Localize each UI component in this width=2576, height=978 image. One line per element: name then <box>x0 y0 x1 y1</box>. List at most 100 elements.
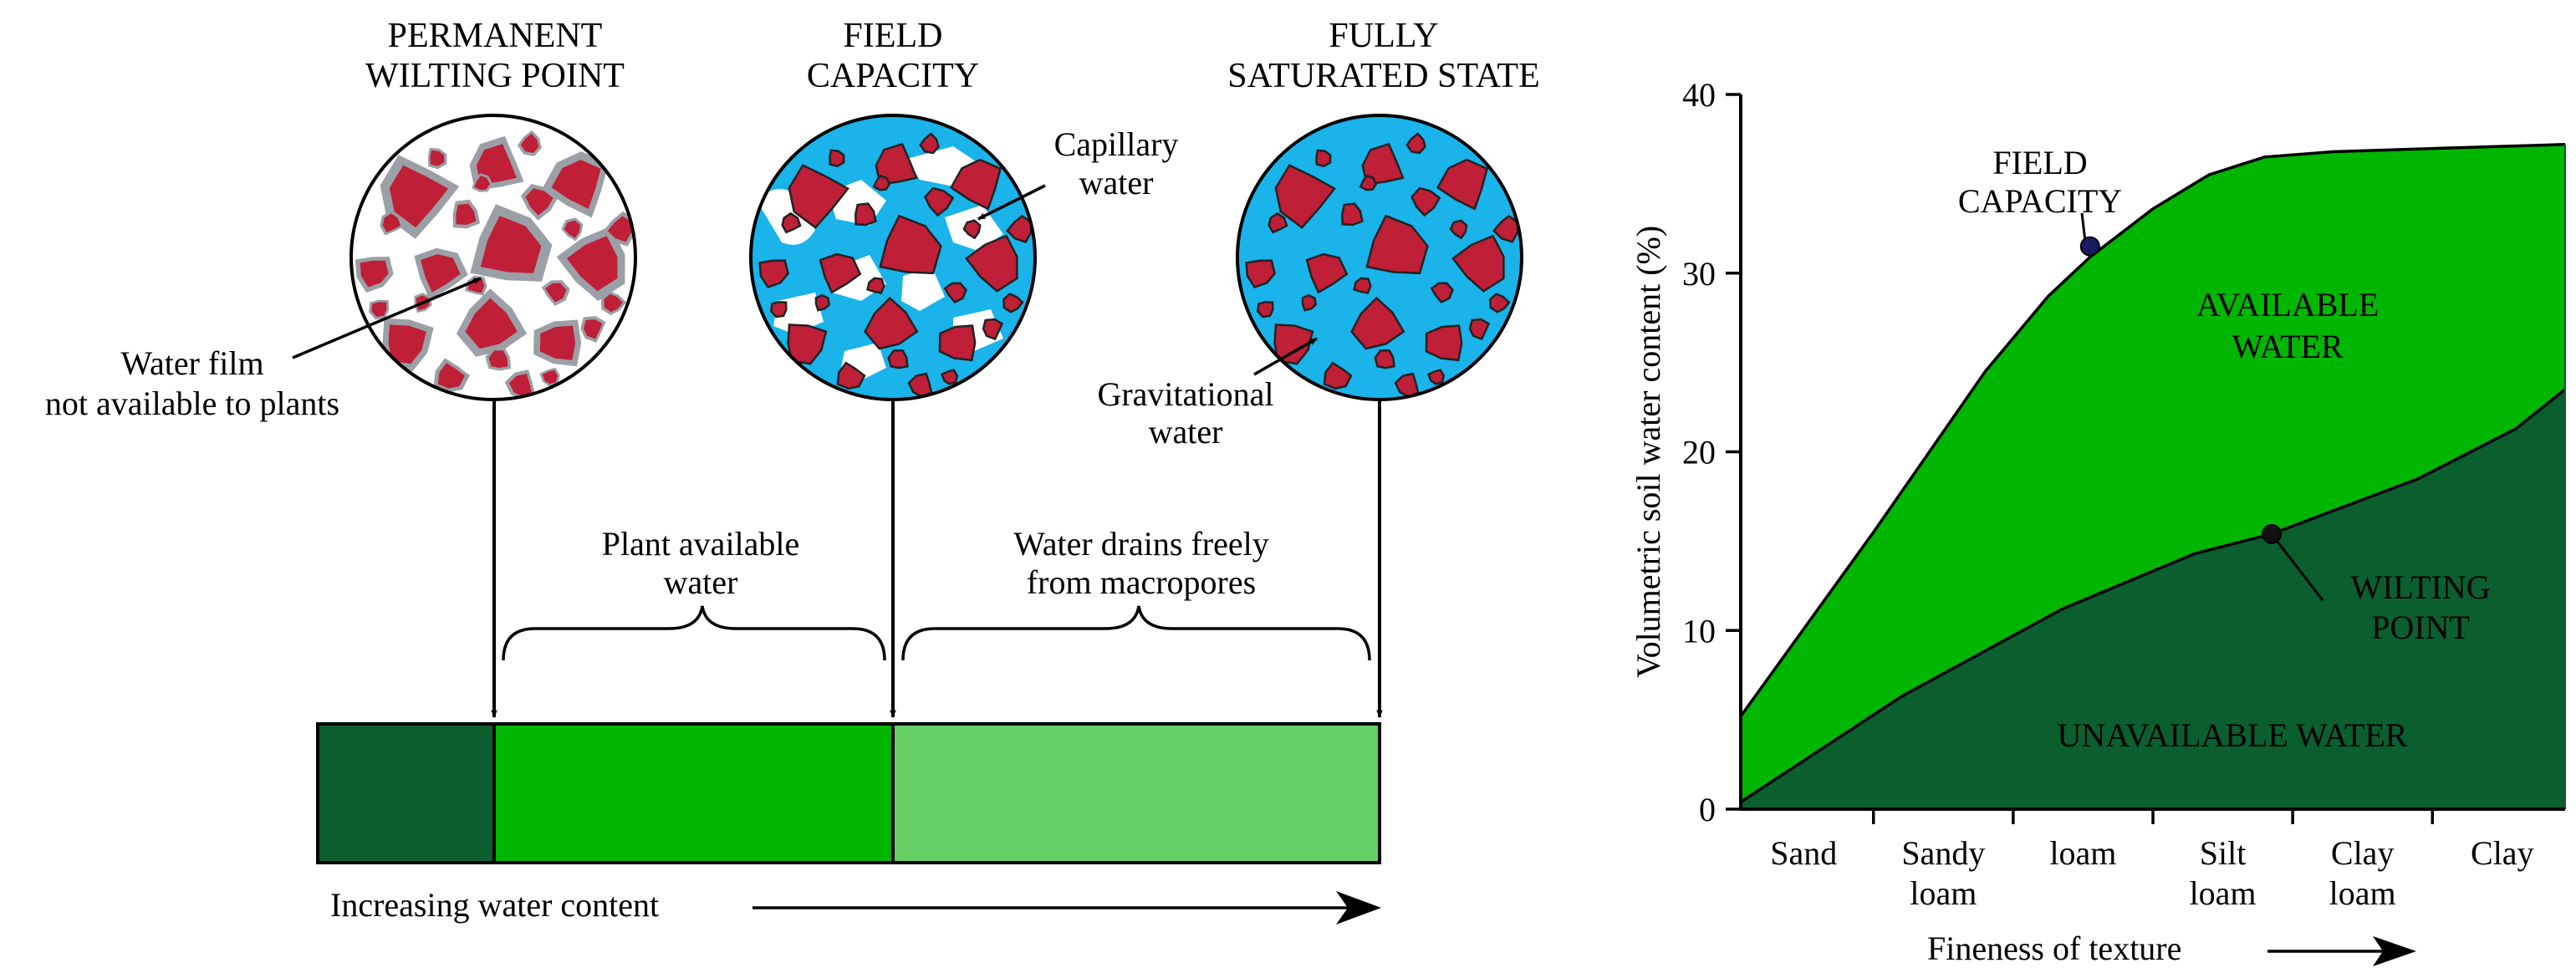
soil-particle <box>525 188 553 216</box>
x-tick-label: Silt <box>2200 834 2247 872</box>
soil-particle <box>829 149 845 168</box>
soil-particle <box>1468 318 1491 341</box>
soil-particle <box>480 216 542 273</box>
x-tick-label: Clay <box>2331 834 2395 872</box>
soil-particle <box>1489 293 1511 313</box>
x-tick-label: Sand <box>1770 834 1837 872</box>
soil-particle <box>1353 277 1372 294</box>
soil-particle <box>1268 211 1288 234</box>
x-axis-label: Fineness of texture <box>1927 930 2181 967</box>
saturated-title-line1: FULLY <box>1329 17 1438 55</box>
soil-particle <box>545 283 567 303</box>
soil-particle <box>1273 323 1314 365</box>
soil-particle <box>1405 132 1426 155</box>
field-capacity-soil-circle <box>749 114 1037 401</box>
soil-particle <box>539 325 576 360</box>
wilting-point-label: WILTING <box>2350 568 2490 606</box>
soil-particle <box>879 214 942 275</box>
unavailable-water-label: UNAVAILABLE WATER <box>2058 716 2408 754</box>
available-water-label: AVAILABLE <box>2196 286 2380 323</box>
saturated-title-line2: SATURATED STATE <box>1227 57 1540 95</box>
soil-particle <box>389 165 449 228</box>
soil-particle <box>456 203 477 225</box>
soil-particle <box>382 213 401 232</box>
plant-available-label-line2: water <box>664 563 738 601</box>
soil-particle <box>924 186 955 217</box>
y-tick-label: 40 <box>1682 76 1716 114</box>
wilting-title-line1: PERMANENT <box>388 17 603 55</box>
soil-particle <box>1256 301 1274 318</box>
soil-particle <box>919 132 940 155</box>
x-axis-arrowhead <box>2373 936 2416 966</box>
soil-particle <box>1427 369 1446 385</box>
field-capacity-title-line1: FIELD <box>844 17 943 55</box>
field-capacity-leader <box>2080 212 2087 240</box>
soil-particle <box>787 323 828 365</box>
field-capacity-curve <box>1739 143 2566 717</box>
soil-particle <box>769 301 788 318</box>
soil-particle <box>1451 234 1505 293</box>
soil-particle <box>982 318 1004 341</box>
soil-particle <box>607 216 632 242</box>
wilting-point-label: POINT <box>2371 609 2470 646</box>
available-water-area <box>1741 144 2565 802</box>
soil-particle <box>965 234 1018 293</box>
soil-particle <box>542 369 558 385</box>
soil-particle <box>949 158 1002 211</box>
soil-particle <box>866 277 885 294</box>
increasing-water-label: Increasing water content <box>330 886 659 924</box>
soil-particle <box>474 176 490 191</box>
soil-particle <box>836 361 866 390</box>
soil-particles-with-film <box>355 130 635 400</box>
x-tick-label: loam <box>2190 874 2257 912</box>
soil-particle <box>465 298 518 349</box>
wilting-point-marker <box>2262 523 2283 544</box>
bar-available-segment <box>492 722 895 864</box>
soil-particle <box>509 374 533 397</box>
bar-unavailable-segment <box>316 722 496 864</box>
soil-particle <box>819 252 862 294</box>
soil-particle <box>1005 214 1033 244</box>
water-film-arrow <box>292 277 482 359</box>
soil-particle <box>551 160 601 209</box>
soil-particle <box>371 302 387 317</box>
soil-particle <box>421 254 461 293</box>
soil-particle <box>1323 361 1353 390</box>
soil-particle <box>1425 324 1463 362</box>
soil-particle <box>1002 293 1024 313</box>
soil-particle <box>604 293 623 313</box>
soil-particle <box>437 363 465 389</box>
soil-particle <box>1315 149 1332 168</box>
available-water-label: WATER <box>2232 328 2344 365</box>
soil-particle <box>814 293 830 312</box>
gravitational-label-line1: Gravitational <box>1097 375 1273 413</box>
field-capacity-label: CAPACITY <box>1958 182 2122 220</box>
wilting-point-leader <box>2275 539 2324 601</box>
soil-particle <box>1430 282 1454 304</box>
x-tick-label: loam <box>2049 834 2116 872</box>
drains-brace <box>901 605 1371 661</box>
field-capacity-label: FIELD <box>1992 144 2087 181</box>
soil-particle <box>1410 186 1441 217</box>
wilting-point-curve <box>1740 388 2567 803</box>
soil-particle <box>566 236 618 292</box>
soil-particle <box>388 324 426 364</box>
drains-label-line2: from macropores <box>1027 563 1256 601</box>
x-tick-label: Clay <box>2471 834 2534 872</box>
soil-particle <box>781 211 802 234</box>
soil-particle <box>938 324 977 362</box>
y-tick-label: 20 <box>1682 434 1716 471</box>
water-film-label-line1: Water film <box>120 344 263 382</box>
x-tick-label: Sandy <box>1901 834 1985 872</box>
soil-particle <box>360 260 389 288</box>
soil-particle <box>1365 214 1429 275</box>
gravitational-arrow <box>1253 337 1318 376</box>
soil-particle <box>758 259 789 289</box>
soil-particle <box>564 220 581 238</box>
soil-particle <box>1301 293 1317 312</box>
increasing-arrowhead <box>1336 891 1381 925</box>
soil-particle <box>962 219 982 240</box>
y-tick-label: 0 <box>1699 791 1716 828</box>
unavailable-water-area <box>1741 389 2565 809</box>
